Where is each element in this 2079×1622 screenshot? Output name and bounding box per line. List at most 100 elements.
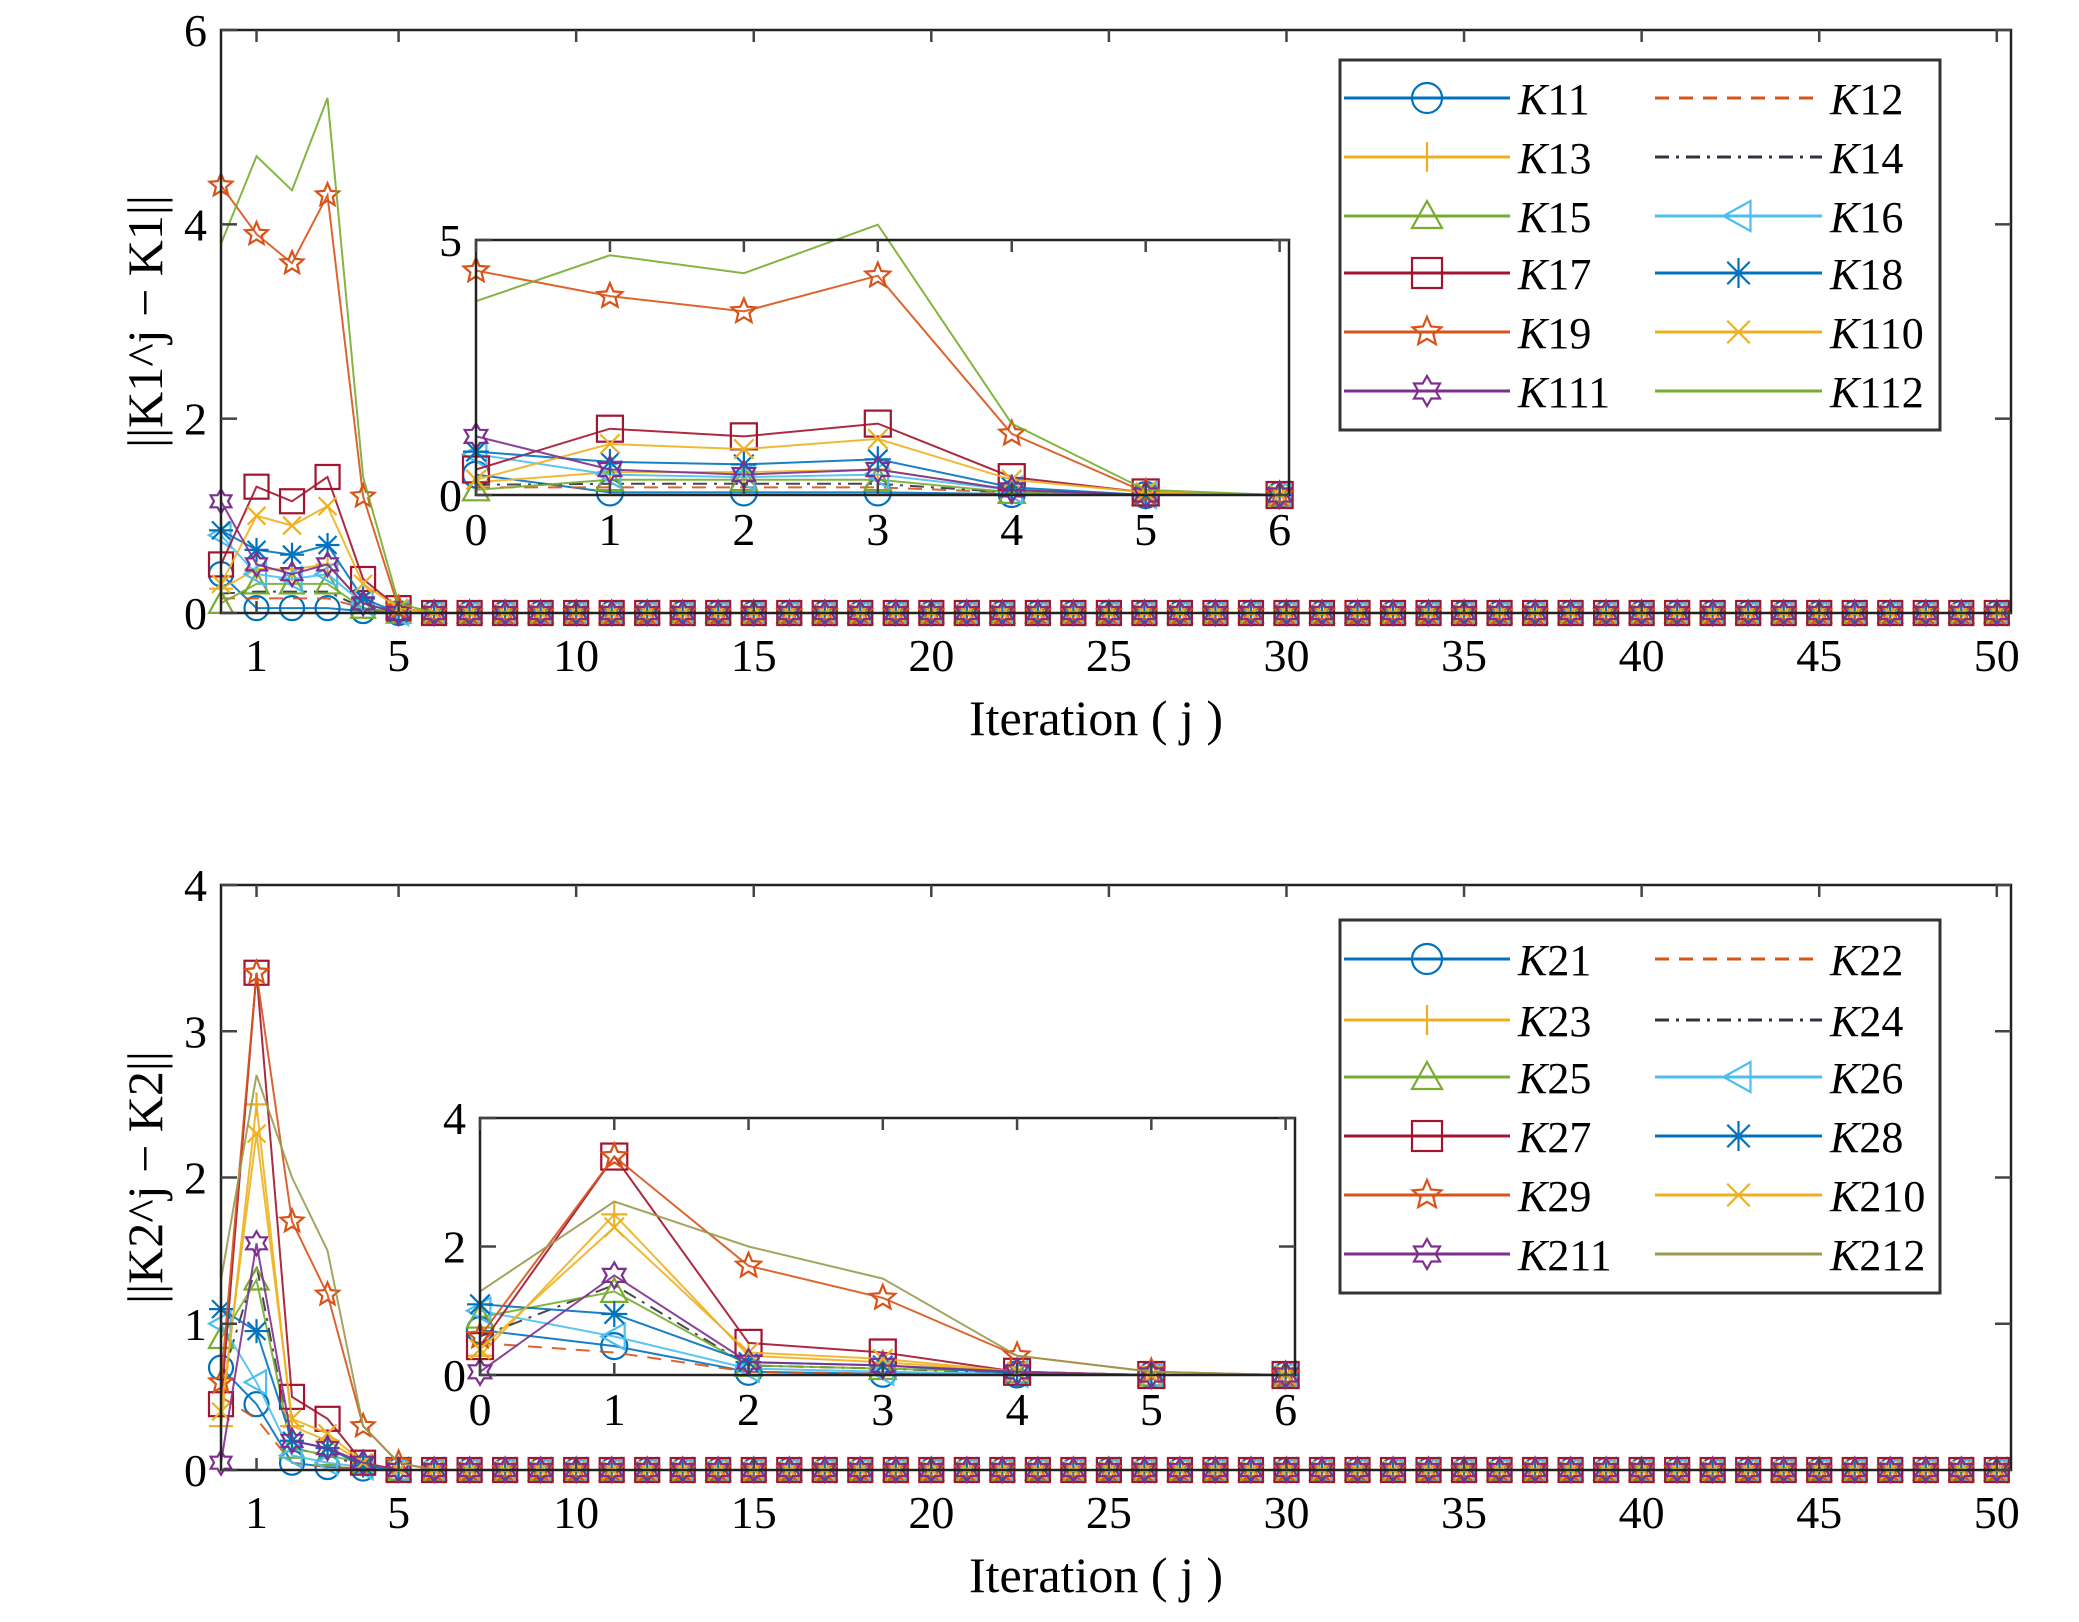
legend-label: K13 bbox=[1517, 134, 1591, 183]
data-point-K110-2 bbox=[733, 438, 755, 460]
data-point-K111-45 bbox=[1806, 598, 1832, 628]
legend-item-K111: K111 bbox=[1344, 368, 1610, 417]
data-point-K211-21 bbox=[954, 1455, 980, 1485]
data-point-K111-1 bbox=[244, 550, 269, 579]
data-point-K211-8 bbox=[492, 1455, 518, 1485]
legend-label: K23 bbox=[1517, 997, 1591, 1046]
data-point-K29-4 bbox=[348, 1411, 378, 1439]
legend-label: K21 bbox=[1517, 936, 1591, 985]
legend-marker-hexagram-icon bbox=[1412, 1236, 1442, 1272]
bottom-y-axis-label: ||K2^j − K2|| bbox=[117, 1051, 173, 1304]
data-point-K111-43 bbox=[1735, 598, 1761, 628]
data-point-K111-21 bbox=[954, 598, 980, 628]
legend-marker-x-icon bbox=[1726, 319, 1751, 345]
legend-label-italic: K bbox=[1829, 193, 1862, 242]
data-point-K211-36 bbox=[1487, 1455, 1512, 1485]
data-point-K111-34 bbox=[1416, 598, 1441, 628]
bottom-main-xtick-label: 5 bbox=[387, 1487, 410, 1538]
top-main-xtick-label: 20 bbox=[908, 630, 954, 681]
legend-label-rest: 212 bbox=[1859, 1231, 1925, 1280]
data-point-K211-4 bbox=[1003, 1356, 1031, 1388]
data-point-K211-40 bbox=[1629, 1455, 1654, 1485]
legend-label: K26 bbox=[1829, 1054, 1903, 1103]
legend-label-italic: K bbox=[1829, 1231, 1862, 1280]
bottom-main-ytick-label: 2 bbox=[184, 1153, 207, 1204]
data-point-K28-1 bbox=[244, 1319, 269, 1344]
data-point-K111-31 bbox=[1309, 598, 1335, 628]
legend-item-K26: K26 bbox=[1655, 1054, 1903, 1103]
legend-item-K24: K24 bbox=[1655, 997, 1903, 1046]
legend-label-italic: K bbox=[1517, 936, 1550, 985]
data-point-K211-2 bbox=[279, 1426, 305, 1456]
legend-label-italic: K bbox=[1829, 936, 1862, 985]
data-point-K19-3 bbox=[862, 259, 893, 289]
bottom-main-xtick-label: 10 bbox=[553, 1487, 599, 1538]
legend-label-italic: K bbox=[1517, 1054, 1550, 1103]
data-point-K211-16 bbox=[777, 1455, 802, 1485]
data-point-K21-1 bbox=[600, 1331, 629, 1361]
data-point-K211-34 bbox=[1416, 1455, 1441, 1485]
bottom-main-xtick-label: 25 bbox=[1086, 1487, 1132, 1538]
data-point-K19-2 bbox=[728, 295, 759, 325]
top-main-xtick-label: 15 bbox=[731, 630, 777, 681]
data-point-K211-45 bbox=[1806, 1455, 1832, 1485]
legend-label-italic: K bbox=[1829, 1172, 1862, 1221]
data-point-K211-3 bbox=[315, 1433, 340, 1463]
data-point-K110-2 bbox=[282, 515, 302, 536]
legend-item-K13: K13 bbox=[1344, 134, 1591, 183]
legend-label-italic: K bbox=[1517, 134, 1550, 183]
data-point-K211-23 bbox=[1025, 1455, 1051, 1485]
data-point-K211-15 bbox=[741, 1455, 766, 1485]
legend-label-rest: 28 bbox=[1859, 1113, 1903, 1162]
data-point-K29-2 bbox=[277, 1206, 307, 1234]
data-point-K211-11 bbox=[599, 1455, 625, 1485]
data-point-K27-2 bbox=[278, 1383, 306, 1410]
data-point-K19-1 bbox=[594, 280, 626, 309]
top-main-ytick-label: 0 bbox=[184, 588, 207, 639]
data-point-K211-0 bbox=[208, 1448, 234, 1477]
legend-label-rest: 27 bbox=[1547, 1113, 1591, 1162]
legend-label: K27 bbox=[1517, 1113, 1591, 1162]
data-point-K110-3 bbox=[867, 428, 889, 450]
data-point-K111-8 bbox=[492, 598, 518, 628]
legend-item-K212: K212 bbox=[1655, 1231, 1925, 1280]
data-point-K111-15 bbox=[741, 598, 766, 628]
data-point-K211-43 bbox=[1735, 1455, 1761, 1485]
data-point-K18-3 bbox=[864, 446, 891, 473]
bottom-main-xtick-label: 15 bbox=[731, 1487, 777, 1538]
bottom-inset-xtick-label: 2 bbox=[737, 1384, 760, 1435]
legend-label: K14 bbox=[1829, 134, 1903, 183]
data-point-K211-22 bbox=[990, 1455, 1015, 1485]
data-point-K111-40 bbox=[1629, 598, 1654, 628]
legend-item-K210: K210 bbox=[1655, 1172, 1925, 1221]
legend-label-italic: K bbox=[1829, 75, 1862, 124]
legend-label-rest: 19 bbox=[1547, 309, 1591, 358]
data-point-K18-1 bbox=[244, 537, 269, 562]
data-point-K19-1 bbox=[242, 219, 271, 247]
data-point-K23-1 bbox=[244, 1092, 269, 1117]
legend-label-rest: 110 bbox=[1859, 309, 1923, 358]
data-point-K111-2 bbox=[279, 559, 305, 589]
data-point-K110-1 bbox=[599, 433, 621, 455]
legend-item-K29: K29 bbox=[1344, 1172, 1591, 1221]
data-point-K111-6 bbox=[1266, 479, 1293, 511]
legend-label-italic: K bbox=[1517, 997, 1550, 1046]
data-point-K211-35 bbox=[1451, 1455, 1477, 1485]
legend-label: K24 bbox=[1829, 997, 1903, 1046]
legend-label-rest: 112 bbox=[1859, 368, 1923, 417]
data-point-K26-1 bbox=[599, 1321, 626, 1352]
legend-label-rest: 29 bbox=[1547, 1172, 1591, 1221]
data-point-K111-48 bbox=[1913, 598, 1939, 628]
top-inset-xtick-label: 4 bbox=[1000, 504, 1023, 555]
top-inset-ytick-label: 5 bbox=[439, 215, 462, 266]
legend-marker-circle-icon bbox=[1410, 81, 1444, 115]
data-point-K18-4 bbox=[351, 586, 376, 611]
legend-label-rest: 23 bbox=[1547, 997, 1591, 1046]
data-point-K28-4 bbox=[351, 1453, 376, 1478]
legend-label-italic: K bbox=[1829, 309, 1862, 358]
legend-label-rest: 26 bbox=[1859, 1054, 1903, 1103]
legend-marker-hexagram-icon bbox=[1412, 373, 1442, 409]
legend-label-rest: 16 bbox=[1859, 193, 1903, 242]
legend-label: K11 bbox=[1517, 75, 1590, 124]
top-main-xtick-label: 10 bbox=[553, 630, 599, 681]
